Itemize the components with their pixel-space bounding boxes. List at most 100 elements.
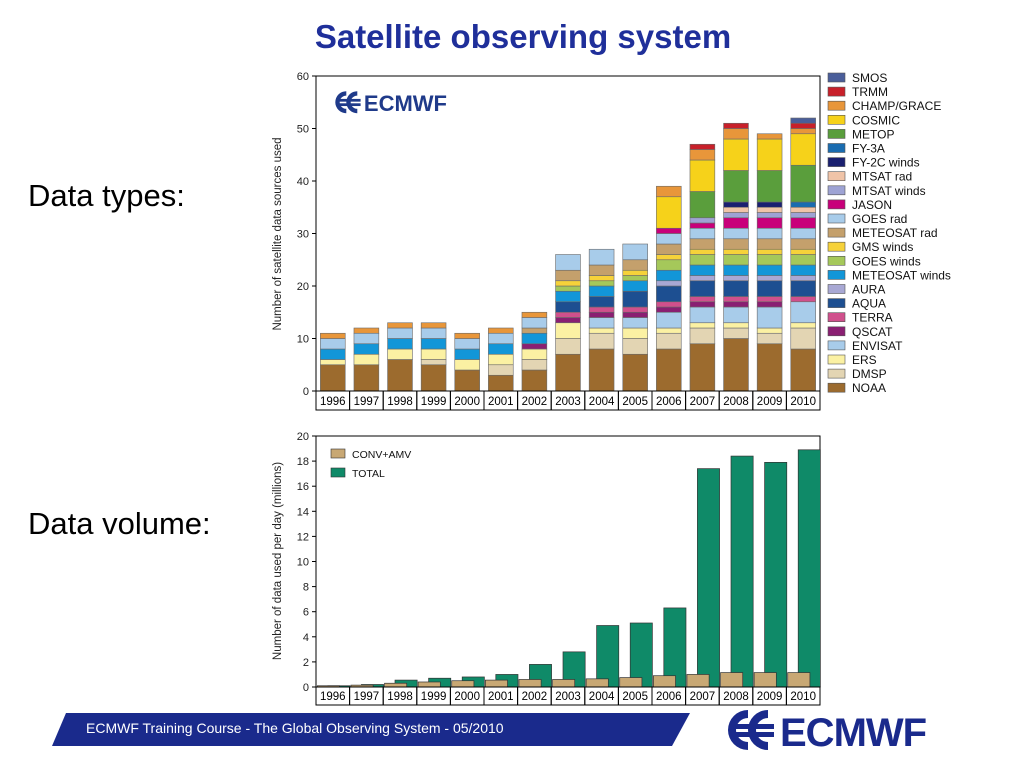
legend-label: JASON bbox=[852, 198, 892, 212]
x-tick-label: 2005 bbox=[622, 396, 648, 408]
y-tick-label: 20 bbox=[297, 281, 309, 293]
bar-segment bbox=[756, 133, 783, 140]
bar-segment bbox=[656, 196, 682, 229]
legend-swatch bbox=[827, 312, 846, 323]
legend-swatch bbox=[827, 115, 846, 125]
legend-label: DMSP bbox=[852, 367, 887, 381]
x-tick-label: 1999 bbox=[421, 691, 447, 703]
bar-segment bbox=[353, 364, 380, 392]
bar-segment bbox=[689, 343, 716, 392]
bar-segment bbox=[588, 348, 615, 392]
x-tick-label: 2002 bbox=[522, 396, 548, 408]
bar-segment bbox=[387, 359, 413, 392]
legend-label: NOAA bbox=[852, 381, 886, 395]
bar-segment bbox=[387, 322, 413, 329]
legend-swatch bbox=[827, 227, 846, 238]
legend-label: ERS bbox=[852, 353, 877, 367]
x-tick-label: 2009 bbox=[757, 691, 783, 703]
legend-label: GOES rad bbox=[852, 212, 907, 226]
x-tick-label: 2001 bbox=[488, 396, 514, 408]
y-tick-label: 12 bbox=[297, 531, 309, 543]
bar-segment bbox=[790, 117, 816, 124]
y-tick-label: 6 bbox=[303, 607, 309, 619]
y-tick-label: 30 bbox=[297, 229, 309, 241]
x-tick-label: 1997 bbox=[354, 691, 380, 703]
bar-segment bbox=[420, 364, 447, 392]
legend-swatch bbox=[827, 157, 846, 167]
x-tick-label: 2010 bbox=[790, 691, 816, 703]
y-tick-label: 8 bbox=[303, 582, 309, 594]
legend-swatch bbox=[827, 382, 846, 393]
x-tick-label: 2005 bbox=[622, 691, 648, 703]
data-volume-label: Data volume: bbox=[28, 506, 211, 541]
legend-label: AQUA bbox=[852, 297, 886, 311]
legend-label: METEOSAT winds bbox=[852, 268, 951, 282]
x-tick-label: 2003 bbox=[555, 691, 581, 703]
legend-label: TERRA bbox=[852, 311, 893, 325]
legend-swatch bbox=[827, 340, 846, 351]
x-tick-label: 2002 bbox=[522, 691, 548, 703]
ecmwf-logo-footer: ECMWF bbox=[728, 710, 927, 754]
x-tick-label: 2007 bbox=[690, 396, 716, 408]
legend-swatch bbox=[827, 270, 846, 280]
legend-swatch bbox=[827, 284, 846, 294]
legend-label: GOES winds bbox=[852, 254, 921, 268]
y-tick-label: 4 bbox=[303, 632, 309, 644]
x-tick-label: 1998 bbox=[387, 691, 413, 703]
x-tick-label: 1996 bbox=[320, 691, 346, 703]
legend-label: SMOS bbox=[852, 71, 887, 85]
footer-text: ECMWF Training Course - The Global Obser… bbox=[86, 720, 504, 736]
x-tick-label: 2009 bbox=[757, 396, 783, 408]
legend-label: FY-2C winds bbox=[852, 156, 920, 170]
x-tick-label: 2010 bbox=[790, 396, 816, 408]
x-tick-label: 2006 bbox=[656, 396, 682, 408]
legend-swatch bbox=[827, 199, 846, 210]
legend-swatch bbox=[330, 467, 346, 478]
x-tick-label: 2008 bbox=[723, 691, 749, 703]
legend-label: TRMM bbox=[852, 85, 888, 99]
bar-segment bbox=[320, 332, 346, 339]
legend-label: METEOSAT rad bbox=[852, 226, 938, 240]
logo-bar bbox=[336, 98, 361, 102]
logo-ring bbox=[335, 91, 347, 114]
bar-segment bbox=[689, 143, 716, 150]
legend-label: MTSAT rad bbox=[852, 170, 912, 184]
legend-label: QSCAT bbox=[852, 325, 893, 339]
legend-swatch bbox=[330, 448, 346, 459]
x-tick-label: 2004 bbox=[589, 691, 615, 703]
y-tick-label: 20 bbox=[297, 431, 309, 443]
x-tick-label: 1998 bbox=[387, 396, 413, 408]
slide-title: Satellite observing system bbox=[314, 18, 732, 55]
legend-swatch bbox=[827, 129, 846, 139]
bar-segment bbox=[689, 159, 716, 192]
x-tick-label: 2006 bbox=[656, 691, 682, 703]
bar-segment bbox=[555, 254, 581, 271]
y-tick-label: 0 bbox=[303, 682, 309, 694]
y-tick-label: 18 bbox=[297, 456, 309, 468]
legend-label: CHAMP/GRACE bbox=[852, 99, 941, 113]
legend-swatch bbox=[827, 100, 846, 111]
y-tick-label: 10 bbox=[297, 334, 309, 346]
legend-swatch bbox=[827, 326, 846, 337]
y-tick-label: 16 bbox=[297, 481, 309, 493]
bar-segment bbox=[790, 164, 816, 203]
bar-segment bbox=[622, 243, 648, 261]
y-tick-label: 2 bbox=[303, 657, 309, 669]
chart-logo-text: ECMWF bbox=[364, 91, 447, 116]
ecmwf-logo-chart: ECMWF bbox=[335, 91, 447, 116]
x-category-cell bbox=[785, 390, 821, 411]
legend-swatch bbox=[827, 185, 846, 196]
legend-label: TOTAL bbox=[352, 468, 385, 480]
x-tick-label: 2007 bbox=[690, 691, 716, 703]
x-tick-label: 1996 bbox=[320, 396, 346, 408]
x-tick-label: 1997 bbox=[354, 396, 380, 408]
legend-swatch bbox=[827, 86, 846, 97]
legend-label: MTSAT winds bbox=[852, 184, 926, 198]
bar-segment bbox=[588, 248, 615, 266]
bar-segment bbox=[723, 122, 749, 129]
legend-swatch bbox=[827, 171, 846, 181]
x-tick-label: 2000 bbox=[454, 396, 480, 408]
legend-label: AURA bbox=[852, 283, 885, 297]
bar-segment bbox=[790, 133, 816, 166]
